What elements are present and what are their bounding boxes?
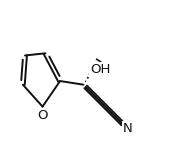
- Text: OH: OH: [90, 63, 110, 76]
- Text: O: O: [37, 108, 48, 122]
- Text: N: N: [122, 122, 132, 135]
